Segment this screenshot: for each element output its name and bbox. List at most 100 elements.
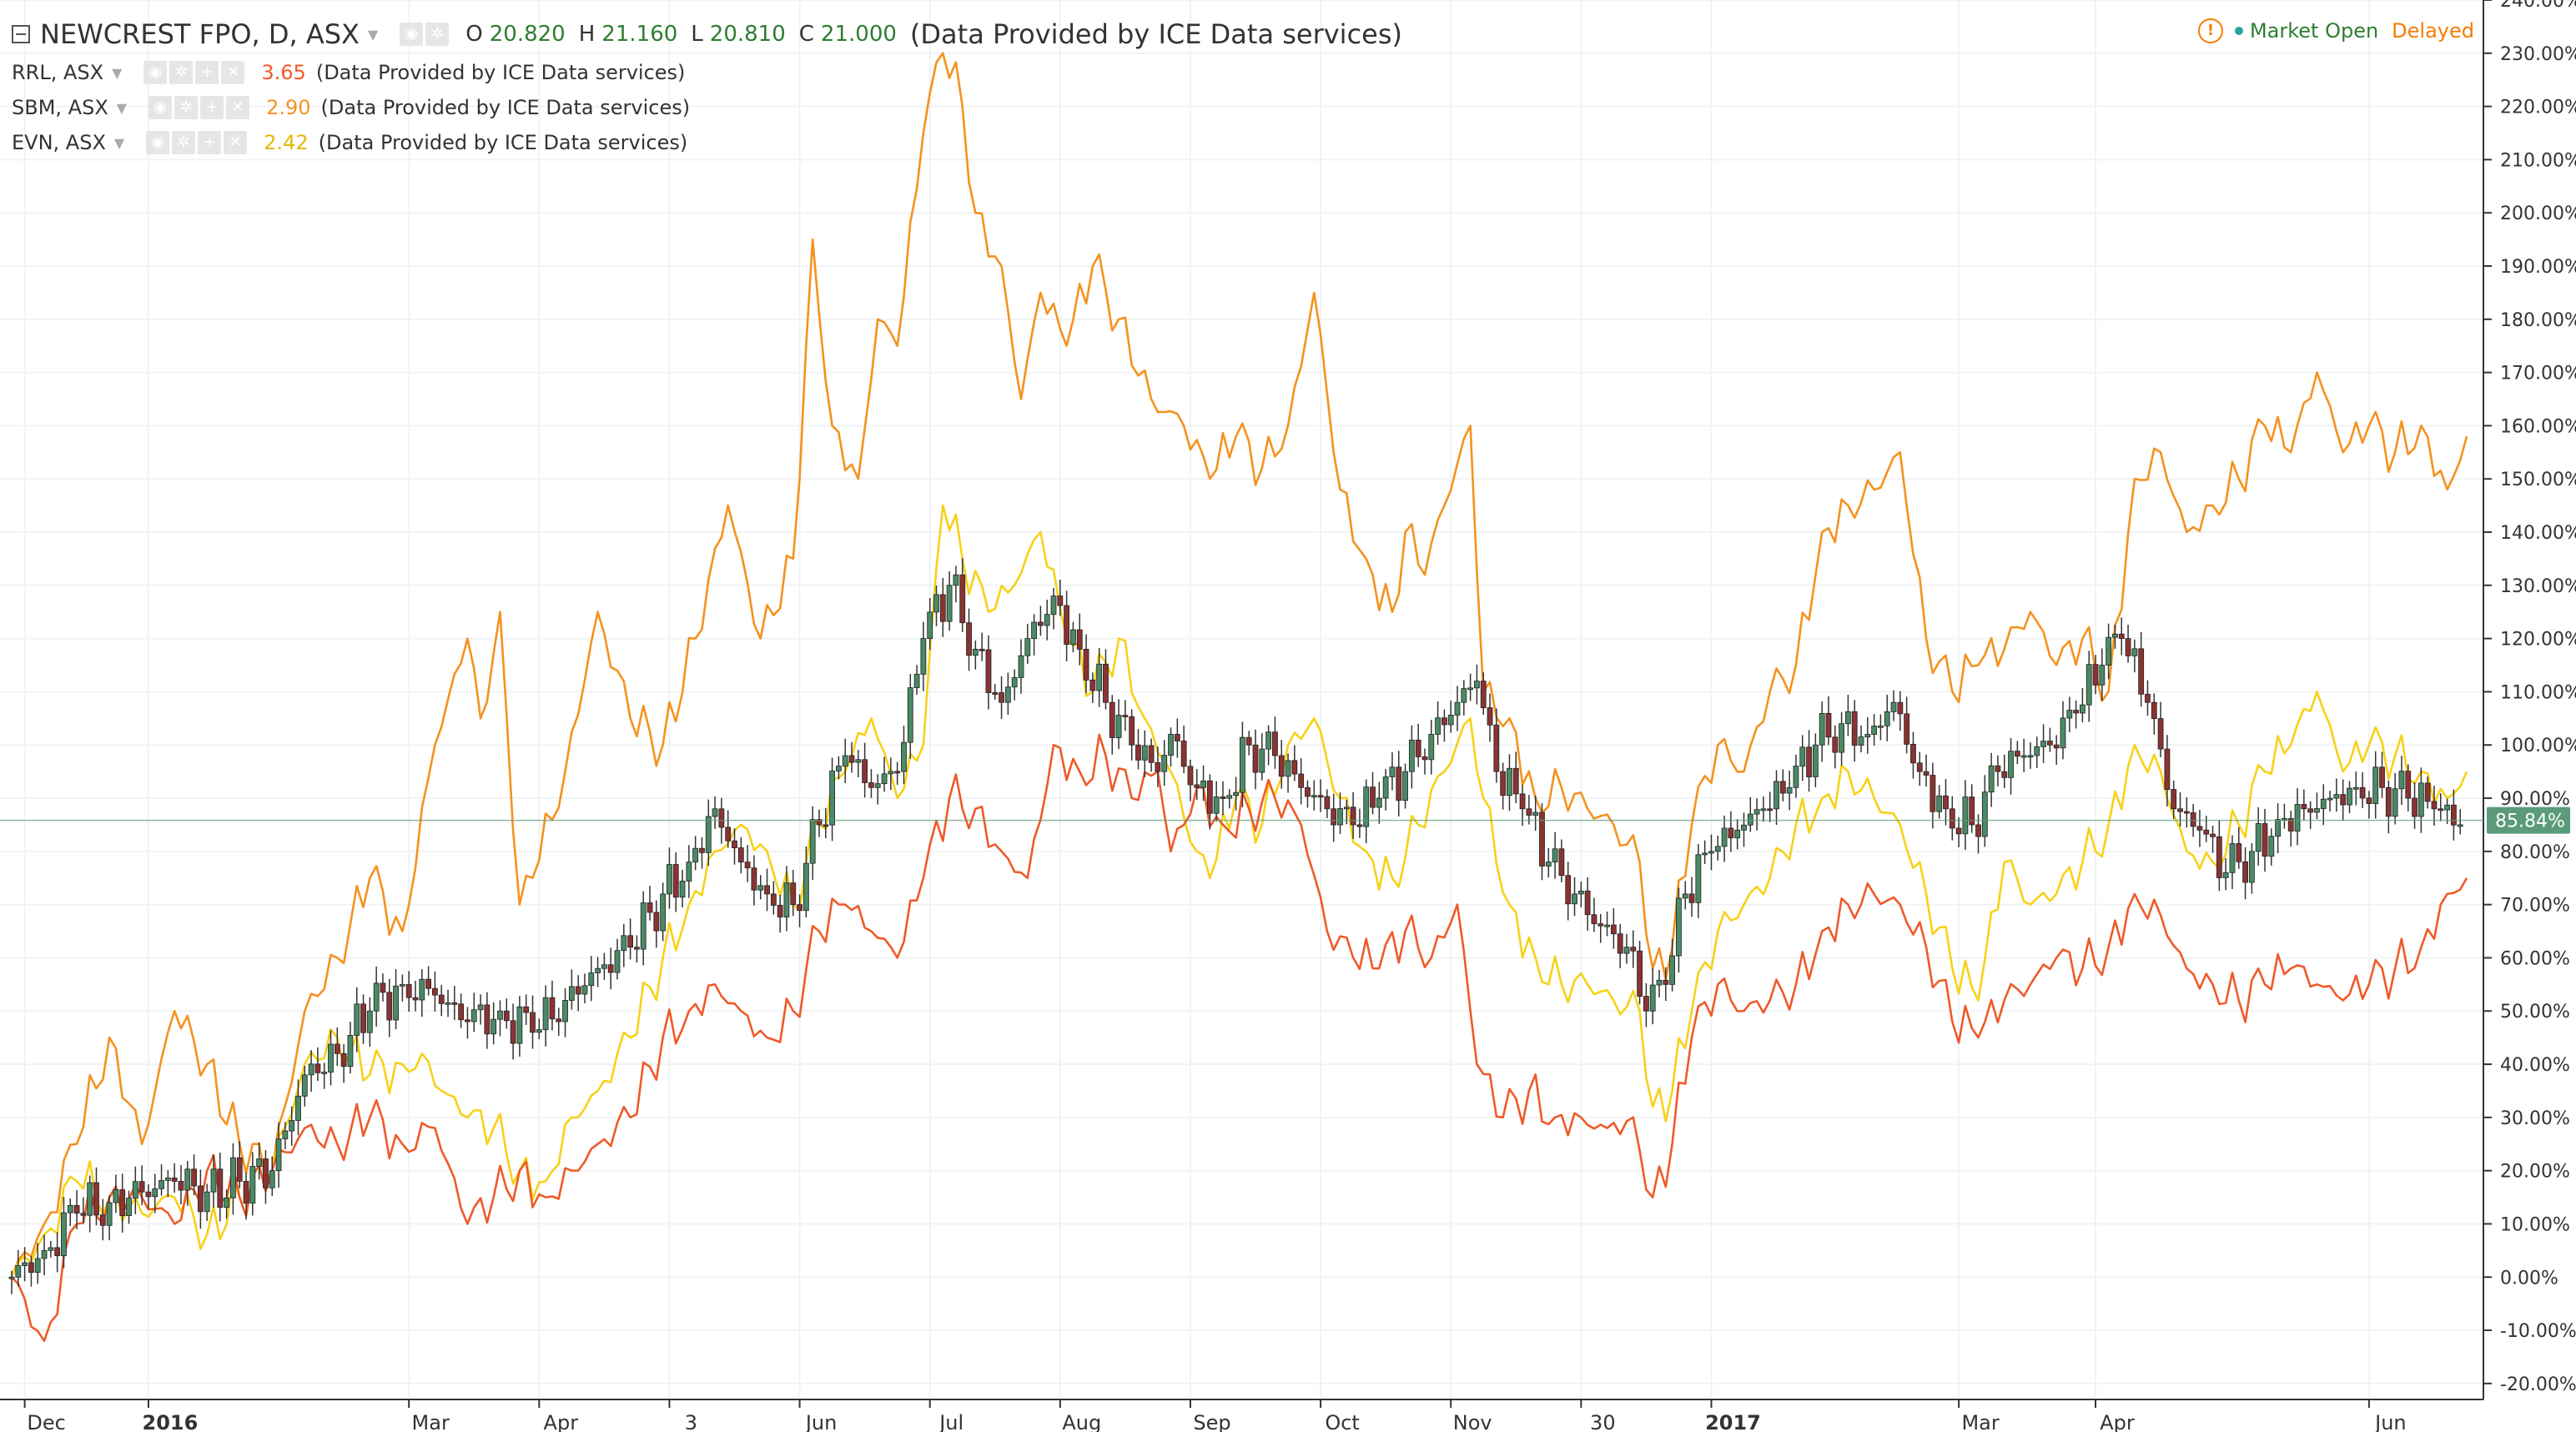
eye-icon[interactable]: ◉ — [400, 23, 424, 46]
close-icon[interactable]: ✕ — [224, 131, 248, 154]
warning-icon[interactable]: ! — [2197, 18, 2223, 43]
legend-row-evn[interactable]: EVN, ASX ▼ ◉ ✲ + ✕ 2.42 (Data Provided b… — [12, 125, 1402, 160]
candle-body — [1500, 771, 1507, 796]
collapse-legend-icon[interactable] — [12, 25, 30, 43]
candle-body — [2424, 782, 2431, 802]
chevron-down-icon[interactable]: ▼ — [113, 134, 125, 151]
gear-icon[interactable]: ✲ — [169, 61, 194, 84]
series-line-sbm[interactable] — [10, 52, 2468, 1278]
chevron-down-icon[interactable]: ▼ — [367, 26, 379, 43]
series-line-evn[interactable] — [10, 504, 2468, 1278]
candle-body — [1532, 811, 1539, 816]
candle-body — [881, 773, 888, 785]
price-axis[interactable]: 240.00% 230.00% 220.00% 210.00% 200.00% 190.0… — [0, 0, 2576, 1399]
close-icon[interactable]: ✕ — [226, 96, 250, 119]
candle-body — [54, 1247, 61, 1257]
gear-icon[interactable]: ✲ — [172, 131, 196, 154]
chevron-down-icon[interactable]: ▼ — [116, 99, 128, 116]
gear-icon[interactable]: ✲ — [425, 23, 450, 46]
candle-body — [575, 986, 581, 995]
rrl-symbol-label[interactable]: RRL, ASX — [12, 61, 104, 84]
series-line-rrl[interactable] — [11, 733, 2468, 1343]
candle-body — [1812, 744, 1819, 777]
time-axis-area — [0, 1401, 2576, 1432]
candle-body — [1637, 950, 1643, 997]
candle-body — [568, 986, 575, 1001]
close-icon[interactable]: ✕ — [221, 61, 245, 84]
candle-body — [2046, 741, 2053, 746]
candle-body — [301, 1074, 308, 1097]
candle-body — [458, 1003, 465, 1021]
main-symbol-label[interactable]: NEWCREST FPO, D, ASX — [40, 18, 360, 50]
candle-body — [1669, 955, 1676, 985]
candle-body — [2080, 704, 2085, 714]
plus-icon[interactable]: + — [198, 131, 222, 154]
y-tick-label: 210.00% — [2500, 150, 2576, 171]
candle-body — [1572, 893, 1577, 905]
chart-candles — [8, 558, 2463, 1294]
candle-body — [2438, 808, 2444, 811]
candle-body — [1955, 827, 1962, 835]
legend-row-rrl[interactable]: RRL, ASX ▼ ◉ ✲ + ✕ 3.65 (Data Provided b… — [12, 55, 1402, 90]
candle-body — [1044, 614, 1050, 626]
candle-body — [497, 1010, 503, 1020]
candle-body — [164, 1177, 171, 1181]
candle-body — [1031, 621, 1037, 640]
candle-body — [113, 1189, 119, 1203]
candle-body — [2444, 804, 2450, 811]
candle-body — [2301, 804, 2307, 810]
y-tick-label: 110.00% — [2500, 682, 2576, 703]
sbm-symbol-label[interactable]: SBM, ASX — [12, 96, 108, 119]
legend-main-row[interactable]: NEWCREST FPO, D, ASX ▼ ◉ ✲ O 20.820 H 21.1… — [12, 13, 1402, 55]
evn-symbol-label[interactable]: EVN, ASX — [12, 131, 106, 154]
plus-icon[interactable]: + — [200, 96, 224, 119]
candle-body — [2210, 833, 2216, 837]
candle-body — [2020, 755, 2027, 758]
candle-body — [2398, 771, 2405, 790]
candle-body — [2248, 851, 2255, 883]
gear-icon[interactable]: ✲ — [174, 96, 199, 119]
candle-body — [2151, 701, 2157, 720]
x-tick-label: Mar — [412, 1411, 450, 1432]
candle-body — [725, 827, 732, 842]
candle-body — [1096, 663, 1103, 691]
candle-body — [1552, 848, 1558, 862]
candle-body — [2196, 826, 2203, 831]
candle-body — [829, 771, 836, 826]
eye-icon[interactable]: ◉ — [146, 131, 170, 154]
candle-body — [549, 997, 556, 1020]
candle-body — [1141, 745, 1148, 761]
x-tick-label: Nov — [1453, 1411, 1492, 1432]
candle-body — [972, 648, 979, 656]
time-axis[interactable]: Dec 2016 Mar Apr 3 Jun Jul Aug Sep Oct Nov 30 2017 Ma… — [0, 1399, 2576, 1432]
candle-body — [236, 1157, 243, 1182]
market-open-dot-icon — [2234, 27, 2243, 35]
candle-body — [712, 808, 718, 817]
chart-legend: NEWCREST FPO, D, ASX ▼ ◉ ✲ O 20.820 H 21.1… — [12, 13, 1402, 160]
high-value: 21.160 — [601, 22, 678, 47]
candle-body — [1382, 776, 1389, 799]
candle-body — [2359, 786, 2366, 799]
candle-body — [41, 1249, 48, 1259]
candle-body — [2053, 744, 2060, 749]
candle-body — [699, 847, 705, 853]
candle-body — [1083, 648, 1089, 681]
candle-body — [1245, 736, 1252, 746]
candle-body — [99, 1214, 106, 1226]
candle-body — [816, 819, 823, 826]
candle-body — [1825, 712, 1832, 738]
legend-row-sbm[interactable]: SBM, ASX ▼ ◉ ✲ + ✕ 2.90 (Data Provided b… — [12, 90, 1402, 125]
candle-body — [1682, 893, 1688, 899]
eye-icon[interactable]: ◉ — [148, 96, 173, 119]
plus-icon[interactable]: + — [195, 61, 219, 84]
candle-body — [1064, 605, 1070, 646]
eye-icon[interactable]: ◉ — [143, 61, 168, 84]
candle-body — [1343, 806, 1350, 810]
candle-body — [1871, 726, 1878, 735]
x-tick-label: Apr — [544, 1411, 579, 1432]
delayed-label: Delayed — [2392, 19, 2474, 43]
chevron-down-icon[interactable]: ▼ — [112, 64, 123, 81]
candle-body — [2366, 797, 2372, 805]
candle-body — [2385, 786, 2392, 817]
